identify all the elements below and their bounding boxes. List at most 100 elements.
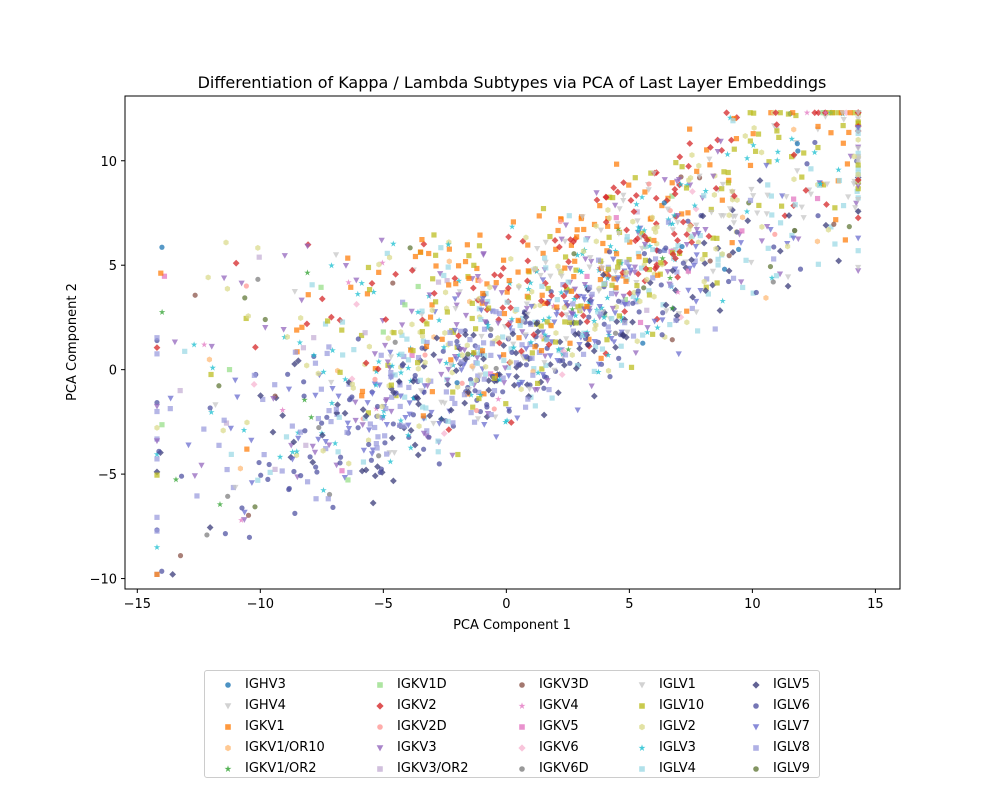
data-point <box>381 342 389 349</box>
data-point <box>554 304 560 310</box>
data-point <box>673 312 681 320</box>
data-point <box>609 305 616 312</box>
data-point <box>542 353 549 360</box>
data-point <box>471 262 477 268</box>
legend-marker <box>225 723 231 730</box>
data-point <box>651 237 657 244</box>
data-point <box>725 180 731 186</box>
data-point <box>420 240 428 248</box>
data-point <box>846 224 852 230</box>
data-point <box>641 241 649 248</box>
data-point <box>665 219 672 225</box>
data-point <box>702 226 709 233</box>
data-point <box>477 372 484 379</box>
data-point <box>368 451 376 457</box>
data-point <box>636 254 642 260</box>
data-point <box>311 335 317 341</box>
data-point <box>474 360 480 366</box>
data-point <box>241 509 248 516</box>
data-point <box>384 451 390 457</box>
data-point <box>835 257 843 265</box>
data-point <box>791 196 797 202</box>
data-point <box>852 205 859 211</box>
data-point <box>345 477 351 483</box>
data-point <box>262 316 268 323</box>
data-point <box>685 162 692 170</box>
data-point <box>616 206 623 212</box>
data-point <box>339 468 345 474</box>
legend-item: IGKV1D <box>369 674 469 695</box>
data-point <box>763 294 769 301</box>
data-point <box>748 186 755 193</box>
data-point <box>726 278 732 285</box>
data-point <box>455 351 463 359</box>
data-point <box>748 259 755 266</box>
data-point <box>500 257 507 263</box>
data-point <box>453 302 460 309</box>
legend-item: IGLV6 <box>745 695 810 716</box>
data-point <box>248 480 256 486</box>
data-point <box>584 273 590 280</box>
data-point <box>666 274 674 281</box>
data-point <box>855 116 862 122</box>
data-point <box>435 449 441 455</box>
data-point <box>646 242 654 249</box>
data-point <box>504 299 510 305</box>
data-point <box>597 203 603 209</box>
data-point <box>491 406 497 412</box>
data-point <box>725 267 733 275</box>
data-point <box>767 227 774 233</box>
data-point <box>467 337 473 343</box>
data-point <box>777 110 783 116</box>
data-point <box>773 273 780 279</box>
data-point <box>522 332 529 339</box>
data-point <box>855 162 861 168</box>
data-point <box>674 219 681 226</box>
data-point <box>644 328 651 336</box>
data-point <box>291 468 297 475</box>
data-point <box>485 377 493 384</box>
data-point <box>840 202 847 209</box>
data-point <box>753 289 759 296</box>
data-point <box>539 292 545 298</box>
data-point <box>375 413 381 420</box>
data-point <box>623 278 629 284</box>
data-point <box>641 227 648 234</box>
data-point <box>370 288 377 295</box>
data-point <box>496 376 503 383</box>
data-point <box>623 226 630 234</box>
data-point <box>212 402 219 408</box>
data-point <box>573 320 579 326</box>
data-point <box>781 212 789 220</box>
legend-marker <box>519 723 525 730</box>
data-point <box>688 238 696 246</box>
legend-label: IGKV5 <box>539 719 579 734</box>
data-point <box>482 371 489 377</box>
data-point <box>799 174 805 180</box>
data-point <box>452 367 460 374</box>
data-point <box>783 194 790 200</box>
data-point <box>655 272 661 278</box>
data-point <box>500 375 506 381</box>
data-point <box>747 138 753 144</box>
data-point <box>790 110 796 116</box>
data-point <box>562 300 570 306</box>
data-point <box>373 368 380 375</box>
data-point <box>297 429 304 435</box>
data-point <box>258 472 264 478</box>
data-point <box>854 208 862 215</box>
data-point <box>312 392 319 399</box>
data-point <box>401 423 407 429</box>
data-point <box>523 305 531 312</box>
data-point <box>525 285 532 292</box>
data-point <box>701 278 707 285</box>
data-point <box>438 399 445 406</box>
data-point <box>547 273 554 280</box>
data-point <box>539 366 545 372</box>
data-point <box>751 124 757 131</box>
data-point <box>495 335 501 342</box>
data-point <box>580 248 587 255</box>
data-point <box>362 466 370 474</box>
data-point <box>410 412 416 418</box>
data-point <box>318 386 324 392</box>
